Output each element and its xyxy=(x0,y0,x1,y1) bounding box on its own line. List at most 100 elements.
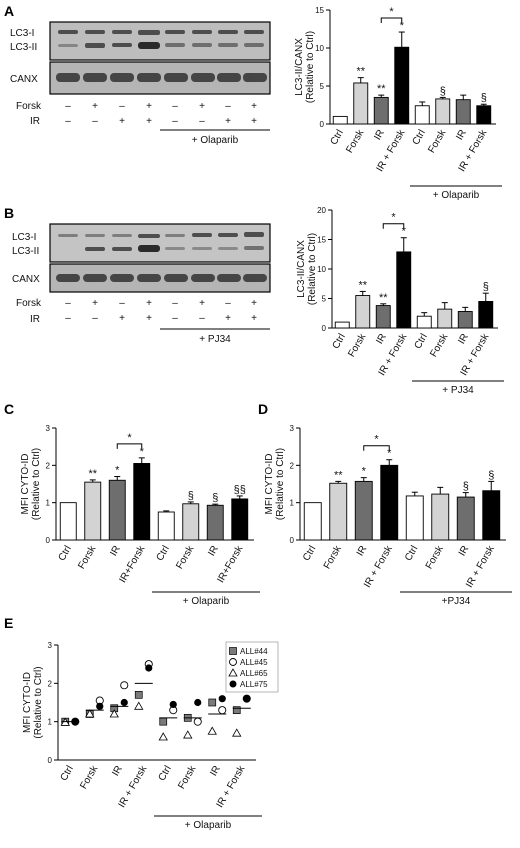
blot-a-row-forsk: Forsk xyxy=(16,101,42,112)
chart-d-y-label: MFI CYTO-ID(Relative to Ctrl) xyxy=(264,448,286,520)
western-blot-b: LC3-I LC3-II CANX Forsk IR – + – + – + – +– – + + –… xyxy=(12,223,271,345)
chart-e-point-all65 xyxy=(158,732,168,741)
chart-d-significance-mark: * xyxy=(387,448,392,460)
blot-sign-forsk-6: + xyxy=(199,101,205,112)
chart-b-significance-mark: * xyxy=(402,226,407,238)
chart-d-bar xyxy=(456,496,475,541)
chart-b-ytick-label: 5 xyxy=(322,295,327,304)
blot-sign-forsk-4: + xyxy=(146,298,152,309)
chart-b-xtick-label: Ctrl xyxy=(331,332,348,351)
chart-c-bar xyxy=(206,504,224,541)
chart-a-bar xyxy=(332,115,348,125)
blot-sign-ir-3: + xyxy=(119,116,125,127)
chart-e-point-all65 xyxy=(207,726,217,735)
chart-e-point-all65 xyxy=(85,709,95,718)
chart-b-xtick-label: Forsk xyxy=(428,331,451,359)
chart-e-point-all75 xyxy=(169,700,177,709)
blot-sign-ir-7: + xyxy=(225,116,231,127)
chart-c-significance-mark: § xyxy=(188,490,194,502)
chart-d-bracket-mark: * xyxy=(374,434,379,446)
blot-sign-ir-5: – xyxy=(172,116,178,127)
blot-b-band-canx: CANX xyxy=(12,274,40,285)
chart-d-significance-mark: * xyxy=(362,466,367,478)
blot-a-sign-grid: – + – + – + – + – – + + – – + + xyxy=(65,101,257,127)
blot-sign-forsk-1: – xyxy=(65,298,71,309)
chart-b-bracket-mark: * xyxy=(391,212,396,224)
chart-a-significance-mark: ** xyxy=(356,66,365,78)
chart-c-xtick-label: Forsk xyxy=(76,543,99,571)
blot-sign-ir-4: + xyxy=(146,116,152,127)
chart-b-ytick-label: 15 xyxy=(317,236,326,245)
chart-b-xtick-label: IR xyxy=(456,332,471,346)
blot-sign-ir-7: + xyxy=(225,313,231,324)
chart-e-point-all44 xyxy=(134,690,143,699)
blot-sign-forsk-2: + xyxy=(92,298,98,309)
chart-e-legend-label: ALL#45 xyxy=(240,658,268,667)
blot-a-band-lc3-ii: LC3-II xyxy=(10,42,37,53)
chart-d-bar xyxy=(303,502,322,541)
chart-a-xtick-label: Ctrl xyxy=(329,128,346,147)
chart-a-significance-mark: ** xyxy=(377,83,386,95)
chart-d-xtick-label: IR xyxy=(355,544,370,558)
chart-e-point-all65 xyxy=(232,728,242,737)
blot-sign-forsk-3: – xyxy=(119,101,125,112)
chart-a-ytick-label: 15 xyxy=(315,6,324,15)
chart-c-bar xyxy=(108,479,126,541)
chart-b-bracket xyxy=(382,223,405,229)
blot-a-canx-bands xyxy=(56,73,267,82)
chart-c-bracket xyxy=(116,443,143,449)
chart-d-bar xyxy=(354,480,373,541)
chart-a-bar xyxy=(394,46,410,125)
chart-e-point-all44 xyxy=(232,706,241,715)
chart-c-significance-mark: §§ xyxy=(234,484,246,496)
chart-c-bar xyxy=(157,511,175,541)
chart-b-xtick-label: IR xyxy=(374,332,389,346)
chart-b-xtick-label: Forsk xyxy=(346,331,369,359)
chart-a-bar xyxy=(353,82,369,125)
chart-b-bar xyxy=(457,311,473,329)
chart-c-bar xyxy=(59,502,77,541)
chart-c-bar xyxy=(182,503,200,541)
chart-e-legend-label: ALL#75 xyxy=(240,680,268,689)
chart-c-ytick-label: 2 xyxy=(46,461,51,470)
chart-c-ytick-label: 0 xyxy=(46,536,51,545)
chart-d-significance-mark: § xyxy=(488,469,494,481)
chart-e-point-all45 xyxy=(218,706,227,715)
chart-c-ytick-label: 1 xyxy=(46,499,51,508)
chart-a-bar xyxy=(476,105,492,125)
blot-b-row-ir: IR xyxy=(30,314,40,325)
blot-a-band-canx: CANX xyxy=(10,74,38,85)
chart-c-bar xyxy=(231,498,249,541)
blot-sign-ir-4: + xyxy=(146,313,152,324)
chart-e-legend-label: ALL#65 xyxy=(240,669,268,678)
chart-c-xtick-label: Ctrl xyxy=(57,544,74,563)
chart-a-significance-mark: * xyxy=(400,20,405,32)
chart-d-significance-mark: ** xyxy=(334,469,343,481)
chart-e-legend-marker xyxy=(229,680,237,688)
panel-label-b: B xyxy=(4,205,14,221)
blot-b-treatment-label: + PJ34 xyxy=(199,334,231,345)
blot-sign-forsk-1: – xyxy=(65,101,71,112)
chart-b-y-label: LC3-II/CANX(Relative to Ctrl) xyxy=(296,233,318,305)
blot-sign-ir-6: – xyxy=(199,313,205,324)
chart-a-bar xyxy=(414,105,430,125)
panel-label-d: D xyxy=(258,401,268,417)
chart-a-bracket-mark: * xyxy=(389,6,394,18)
blot-sign-ir-1: – xyxy=(65,116,71,127)
chart-d-xtick-label: Ctrl xyxy=(403,544,420,563)
blot-b-canx-bands xyxy=(56,274,267,282)
chart-a-xtick-label: Forsk xyxy=(426,127,449,155)
chart-b-lc3-ratio: 0 5 10 15 20 LC3-II/CANX(Relative to Ctrl) Ctr… xyxy=(296,206,504,396)
blot-a-row-ir: IR xyxy=(30,116,40,127)
chart-c-xtick-label: IR xyxy=(108,544,123,558)
chart-c-y-label: MFI CYTO-ID(Relative to Ctrl) xyxy=(20,448,42,520)
chart-e-point-all65 xyxy=(134,701,144,710)
chart-d-xtick-label: Forsk xyxy=(424,543,447,571)
chart-e-xtick-label: Ctrl xyxy=(59,764,76,783)
chart-b-significance-mark: ** xyxy=(358,279,367,291)
chart-b-ytick-label: 0 xyxy=(322,324,327,333)
blot-sign-forsk-4: + xyxy=(146,101,152,112)
